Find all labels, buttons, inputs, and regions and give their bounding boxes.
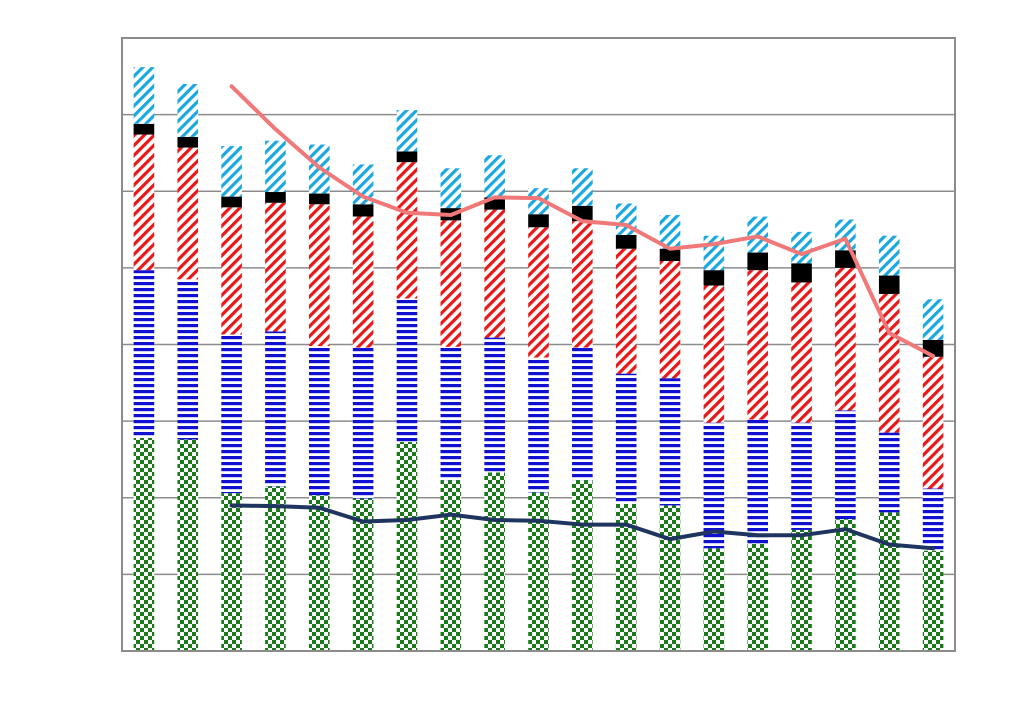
bar-series-1-cat-7 (440, 346, 462, 481)
bar-series-2-cat-4 (308, 204, 330, 347)
bar-series-1-cat-1 (177, 279, 199, 440)
bar-series-2-cat-15 (791, 282, 812, 423)
bar-series-3-cat-15 (791, 263, 812, 283)
bar-series-1-cat-6 (396, 298, 418, 442)
line-series-6 (229, 503, 936, 551)
bar-series-2-cat-18 (922, 356, 944, 489)
series-lines (229, 84, 936, 551)
bar-series-1-cat-2 (221, 334, 242, 494)
bar-series-0-cat-2 (221, 493, 242, 651)
bar-segments (133, 67, 944, 651)
bar-series-3-cat-13 (703, 270, 725, 286)
bar-series-0-cat-14 (747, 543, 769, 651)
bar-series-3-cat-3 (265, 192, 286, 203)
bar-series-3-cat-11 (615, 234, 637, 249)
bar-series-2-cat-8 (484, 209, 505, 338)
bar-series-4-cat-2 (221, 146, 242, 197)
bar-series-4-cat-10 (572, 168, 593, 206)
bar-series-2-cat-13 (703, 285, 725, 423)
bar-series-1-cat-0 (133, 270, 155, 438)
bar-series-0-cat-10 (572, 480, 593, 651)
bar-series-0-cat-17 (878, 512, 900, 651)
bar-series-4-cat-8 (484, 155, 505, 198)
bar-series-1-cat-16 (835, 410, 856, 520)
bar-series-4-cat-15 (791, 231, 812, 264)
bar-series-2-cat-0 (133, 134, 155, 271)
bar-series-2-cat-7 (440, 220, 462, 347)
bar-series-3-cat-4 (308, 193, 330, 205)
bar-series-2-cat-3 (265, 202, 286, 332)
bar-series-1-cat-15 (791, 422, 812, 530)
bar-series-3-cat-0 (133, 123, 155, 135)
bar-series-3-cat-9 (528, 214, 549, 228)
bar-series-0-cat-8 (484, 472, 505, 651)
bar-series-2-cat-2 (221, 207, 242, 335)
bar-series-2-cat-16 (835, 267, 856, 411)
bar-series-1-cat-5 (352, 347, 374, 499)
bar-series-3-cat-1 (177, 136, 199, 148)
bar-series-2-cat-6 (396, 162, 418, 299)
bar-series-3-cat-12 (659, 248, 681, 261)
bar-series-4-cat-1 (177, 83, 199, 137)
bar-series-4-cat-6 (396, 110, 418, 152)
bar-series-4-cat-3 (265, 140, 286, 193)
bar-series-2-cat-10 (572, 221, 593, 348)
bar-series-4-cat-12 (659, 215, 681, 249)
bar-series-3-cat-14 (747, 252, 769, 271)
bar-series-2-cat-12 (659, 260, 681, 379)
bar-series-1-cat-12 (659, 378, 681, 506)
bar-series-0-cat-13 (703, 548, 725, 651)
bar-series-0-cat-15 (791, 529, 812, 651)
bar-series-1-cat-9 (528, 357, 549, 493)
bar-series-0-cat-4 (308, 495, 330, 651)
bar-series-0-cat-11 (615, 503, 637, 651)
bar-series-1-cat-11 (615, 373, 637, 504)
bar-series-3-cat-5 (352, 204, 374, 217)
bar-series-2-cat-11 (615, 248, 637, 374)
bar-series-0-cat-9 (528, 492, 549, 651)
bar-series-1-cat-14 (747, 419, 769, 544)
bar-series-3-cat-6 (396, 151, 418, 163)
plot-area-border (121, 37, 956, 652)
bar-series-4-cat-18 (922, 299, 944, 340)
bar-series-0-cat-3 (265, 486, 286, 651)
bar-series-2-cat-14 (747, 270, 769, 420)
bar-series-0-cat-12 (659, 505, 681, 651)
bar-series-0-cat-0 (133, 437, 155, 651)
bar-series-4-cat-17 (878, 235, 900, 276)
bar-series-3-cat-2 (221, 196, 242, 208)
bar-series-1-cat-8 (484, 337, 505, 473)
bar-series-0-cat-1 (177, 439, 199, 651)
bar-series-4-cat-16 (835, 219, 856, 251)
bar-series-4-cat-9 (528, 188, 549, 215)
bar-series-1-cat-4 (308, 346, 330, 496)
line-series-5 (229, 84, 936, 358)
bar-series-0-cat-18 (922, 550, 944, 651)
bar-series-3-cat-16 (835, 250, 856, 268)
bar-series-1-cat-18 (922, 488, 944, 551)
bar-series-3-cat-17 (878, 275, 900, 294)
bar-series-0-cat-16 (835, 519, 856, 651)
bar-series-2-cat-9 (528, 227, 549, 358)
bar-series-0-cat-7 (440, 480, 462, 651)
bar-series-4-cat-0 (133, 67, 155, 124)
bar-series-0-cat-5 (352, 498, 374, 651)
bar-series-2-cat-5 (352, 216, 374, 348)
bar-series-0-cat-6 (396, 441, 418, 651)
bar-series-4-cat-7 (440, 168, 462, 209)
bar-series-2-cat-1 (177, 147, 199, 280)
bar-series-1-cat-17 (878, 432, 900, 513)
bar-series-1-cat-10 (572, 347, 593, 481)
bar-series-1-cat-3 (265, 331, 286, 487)
bar-series-1-cat-13 (703, 422, 725, 549)
bar-series-2-cat-17 (878, 293, 900, 433)
